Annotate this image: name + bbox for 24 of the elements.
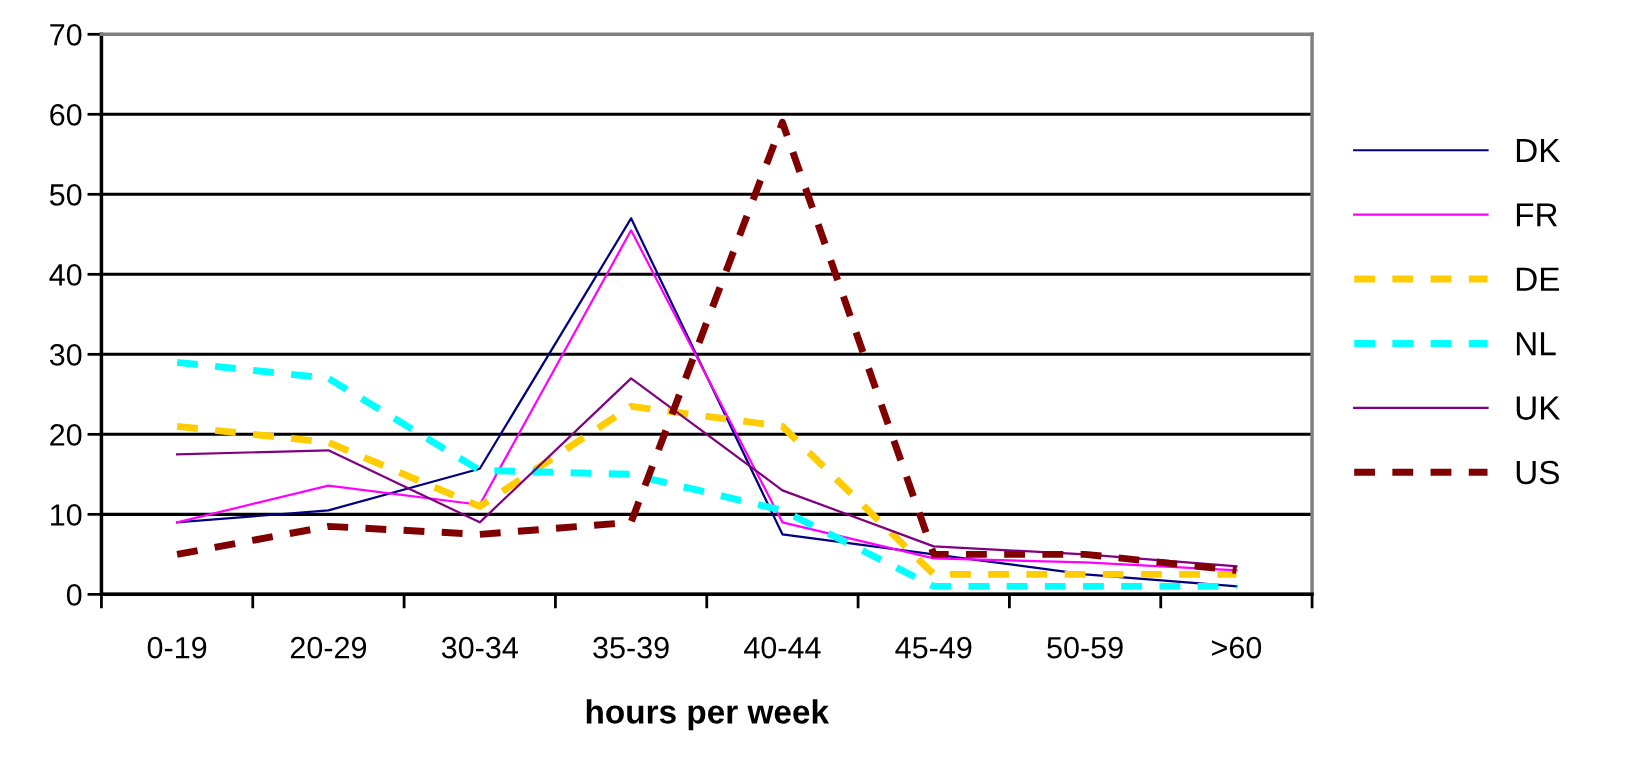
x-tick-label: 30-34 bbox=[441, 636, 518, 659]
x-tick-label: 45-49 bbox=[895, 636, 972, 659]
x-tick-label: 0-19 bbox=[147, 636, 207, 659]
legend-label: US bbox=[1516, 460, 1559, 485]
x-axis-title: hours per week bbox=[586, 699, 830, 731]
y-tick-label: 50 bbox=[49, 184, 82, 206]
x-tick-label: 40-44 bbox=[744, 636, 821, 659]
legend-label: NL bbox=[1516, 332, 1556, 356]
line-series bbox=[175, 377, 1238, 568]
legend-label: FR bbox=[1516, 203, 1558, 227]
legend-label: DE bbox=[1516, 267, 1560, 291]
y-tick-label: 10 bbox=[51, 504, 82, 526]
x-tick-label: >60 bbox=[1212, 636, 1262, 659]
legend-label: UK bbox=[1516, 396, 1561, 420]
y-tick-label: 0 bbox=[66, 584, 82, 606]
y-tick-label: 60 bbox=[50, 104, 82, 126]
y-tick-label: 20 bbox=[50, 424, 82, 446]
legend-label: DK bbox=[1516, 139, 1561, 162]
y-tick-label: 40 bbox=[49, 264, 82, 286]
x-tick-label: 20-29 bbox=[290, 636, 367, 659]
y-tick-label: 70 bbox=[50, 24, 82, 46]
x-tick-label: 50-59 bbox=[1047, 636, 1123, 659]
x-tick-label: 35-39 bbox=[593, 636, 669, 659]
y-tick-label: 30 bbox=[49, 344, 82, 366]
